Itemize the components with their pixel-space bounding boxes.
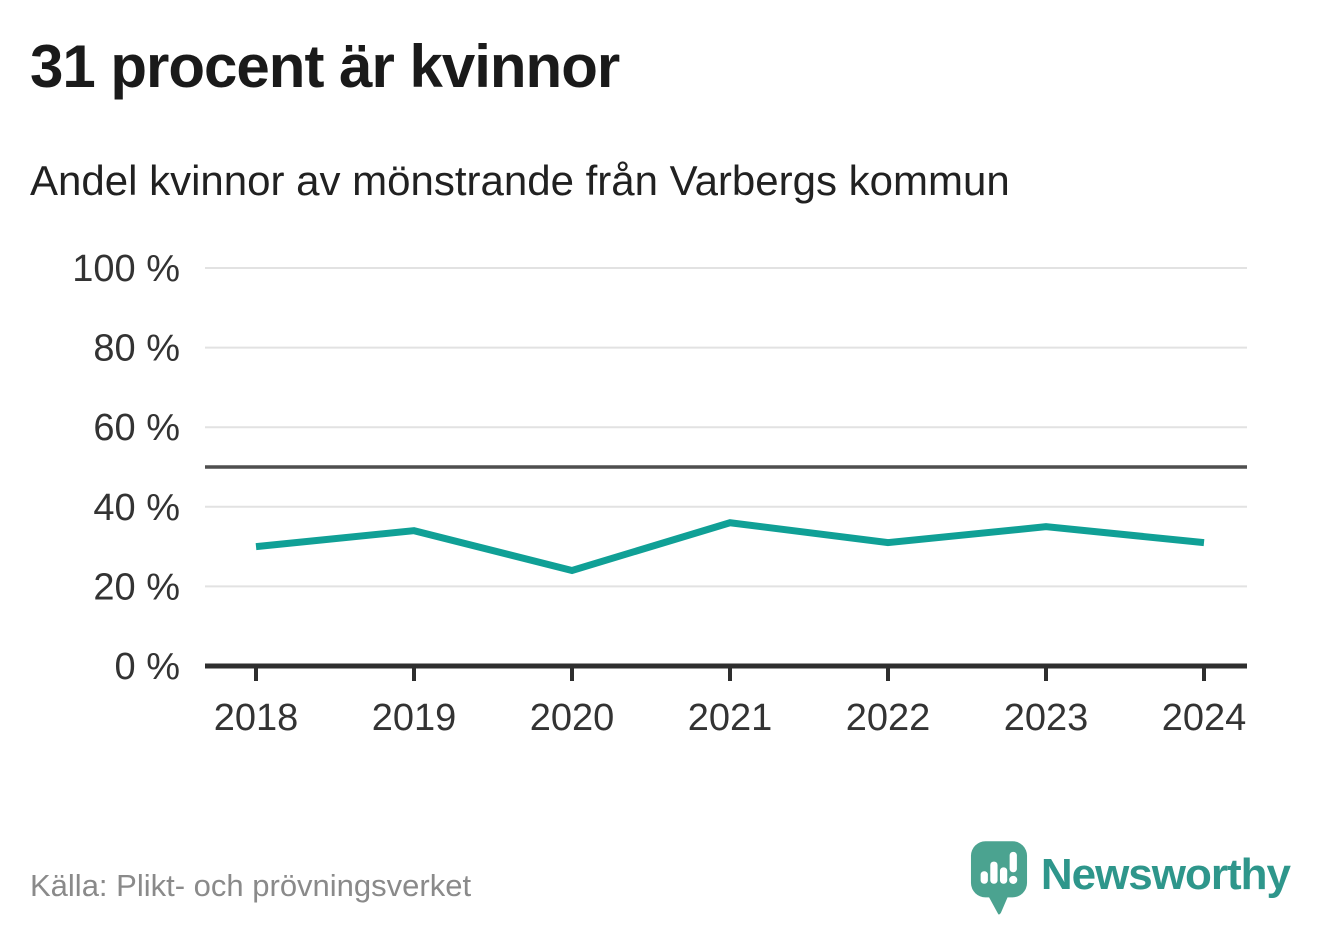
y-tick-label: 100 % <box>72 248 180 290</box>
y-tick-label: 0 % <box>115 646 180 688</box>
page-subtitle: Andel kvinnor av mönstrande från Varberg… <box>30 157 1010 204</box>
y-tick-label: 60 % <box>93 407 180 449</box>
line-chart: 2018 2019 2020 2021 2022 2023 2024 0 % 20 % 40 % 6… <box>72 248 1247 739</box>
newsworthy-bubble-chart-icon <box>970 841 1027 915</box>
x-tick-label: 2022 <box>846 697 931 739</box>
x-tick-label: 2021 <box>688 697 773 739</box>
y-tick-label: 40 % <box>93 487 180 529</box>
data-line <box>255 519 1205 575</box>
y-tick-label: 20 % <box>93 566 180 608</box>
y-tick-label: 80 % <box>93 328 180 370</box>
brand-wordmark: Newsworthy <box>1040 850 1291 899</box>
x-tick-label: 2024 <box>1162 697 1247 739</box>
x-tick-label: 2019 <box>372 697 457 739</box>
x-tick-label: 2020 <box>530 697 615 739</box>
source-text: Källa: Plikt- och prövningsverket <box>30 868 472 903</box>
x-tick-label: 2023 <box>1004 697 1089 739</box>
newsworthy-logo: Newsworthy <box>970 840 1291 916</box>
x-tick-label: 2018 <box>214 697 299 739</box>
page-title: 31 procent är kvinnor <box>30 33 620 100</box>
